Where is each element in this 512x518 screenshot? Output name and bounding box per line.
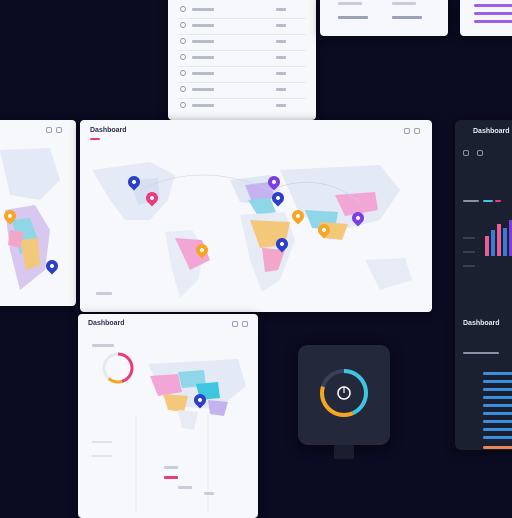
legend-bar	[474, 12, 512, 15]
hbar	[483, 404, 512, 407]
legend-bar	[495, 200, 501, 202]
mini-gauge-svg	[102, 352, 134, 384]
hbar	[483, 396, 512, 399]
footer-row	[164, 466, 178, 469]
stat-label	[392, 2, 416, 5]
toolbar-icon[interactable]	[46, 127, 52, 133]
hbar	[483, 420, 512, 423]
list-row-label[interactable]	[192, 24, 214, 27]
grid-icon[interactable]	[463, 150, 469, 156]
hbar	[483, 372, 512, 375]
watch-gauge-svg	[320, 369, 368, 417]
menu-icon[interactable]	[242, 321, 248, 327]
footer-row	[164, 476, 178, 479]
hbar	[483, 436, 512, 439]
list-divider	[178, 66, 306, 67]
title-underline	[90, 138, 100, 140]
stat-value	[338, 16, 368, 19]
toolbar-icon[interactable]	[56, 127, 62, 133]
side-bar-chart-svg	[463, 220, 512, 267]
list-row-value	[276, 72, 286, 75]
list-divider	[178, 18, 306, 19]
list-row-value	[276, 56, 286, 59]
lower-map-card: Dashboard	[78, 314, 258, 518]
hbar	[483, 380, 512, 383]
left-map-svg	[0, 148, 60, 290]
list-row-value	[276, 88, 286, 91]
list-row-value	[276, 40, 286, 43]
list-row-icon	[180, 6, 186, 12]
legend-bar	[463, 352, 499, 354]
world-map-svg	[92, 162, 412, 298]
watch-widget	[298, 345, 390, 459]
list-row-icon	[180, 102, 186, 108]
hbar	[483, 388, 512, 391]
legend-card	[460, 0, 512, 36]
map-caption	[96, 292, 112, 295]
list-row-icon	[180, 54, 186, 60]
list-row-label[interactable]	[192, 88, 214, 91]
footer-row	[204, 492, 214, 495]
footer-row	[178, 486, 192, 489]
legend-bar	[474, 20, 512, 23]
legend-bar	[474, 4, 512, 7]
list-divider	[178, 50, 306, 51]
list-row-icon	[180, 22, 186, 28]
list-row-icon	[180, 86, 186, 92]
list-row-label[interactable]	[192, 104, 214, 107]
list-row-label[interactable]	[192, 40, 214, 43]
watch-strap	[334, 445, 354, 459]
list-divider	[178, 82, 306, 83]
top-list-card	[168, 0, 316, 120]
panel-title: Dashboard	[473, 128, 510, 135]
hbar	[483, 446, 512, 449]
list-row-label[interactable]	[192, 8, 214, 11]
list-row-value	[276, 8, 286, 11]
list-row-icon	[180, 70, 186, 76]
legend-bar	[483, 200, 493, 202]
list-row-value	[276, 104, 286, 107]
left-map-card	[0, 120, 76, 306]
menu-icon[interactable]	[414, 128, 420, 134]
analytics-side-panel: Dashboard Dashboard	[455, 120, 512, 450]
stat-value	[392, 16, 422, 19]
expand-icon[interactable]	[232, 321, 238, 327]
hbar	[483, 412, 512, 415]
page-title: Dashboard	[90, 127, 127, 134]
list-divider	[178, 34, 306, 35]
list-row-label[interactable]	[192, 56, 214, 59]
section-title: Dashboard	[88, 320, 125, 327]
top-stats-card	[320, 0, 448, 36]
mini-map-svg	[92, 359, 246, 514]
subtitle-line	[92, 344, 114, 347]
main-map-card: Dashboard	[80, 120, 432, 312]
list-row-label[interactable]	[192, 72, 214, 75]
list-row-icon	[180, 38, 186, 44]
expand-icon[interactable]	[404, 128, 410, 134]
list-icon[interactable]	[477, 150, 483, 156]
stat-label	[338, 2, 362, 5]
list-row-value	[276, 24, 286, 27]
legend-bar	[463, 200, 479, 202]
list-divider	[178, 98, 306, 99]
section-title: Dashboard	[463, 320, 500, 327]
hbar	[483, 428, 512, 431]
